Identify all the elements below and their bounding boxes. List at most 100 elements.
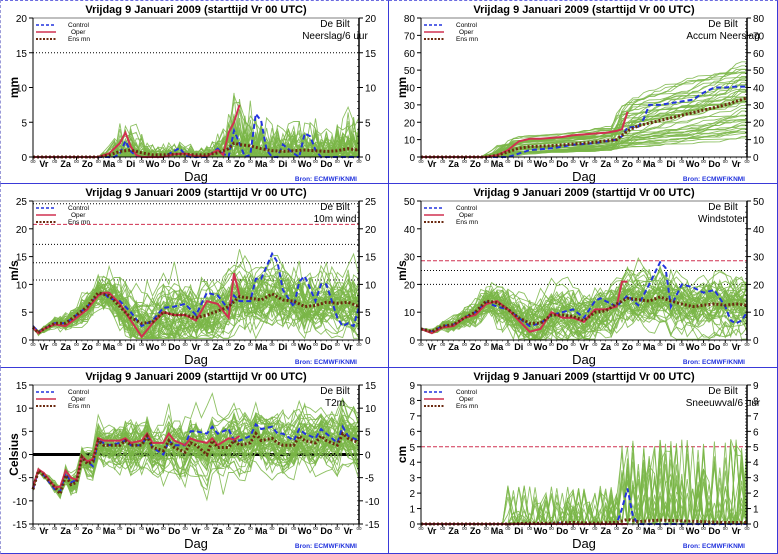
ensemble-members (32, 392, 360, 502)
x-day-label: Za (60, 526, 71, 536)
x-day-label: Zo (234, 159, 245, 169)
x-hour-marker: 00 (30, 159, 36, 164)
x-day-label: Di (666, 159, 675, 169)
x-axis-label: Dag (572, 536, 596, 551)
x-axis-label: Dag (184, 536, 208, 551)
x-day-label: Vr (344, 159, 354, 169)
x-day-label: Ma (491, 526, 504, 536)
chart-header-title: Vrijdag 9 Januari 2009 (starttijd Vr 00 … (473, 187, 695, 199)
x-hour-marker: 00 (139, 342, 145, 347)
x-day-label: Vr (39, 159, 49, 169)
x-hour-marker: 00 (183, 526, 189, 531)
x-day-label: Zo (470, 159, 481, 169)
x-hour-marker: 00 (356, 159, 362, 164)
y-tick-label: 30 (404, 101, 416, 112)
x-day-label: Wo (534, 159, 548, 169)
x-day-label: Di (126, 159, 135, 169)
y-tick-label: 20 (404, 118, 416, 129)
x-hour-marker: 00 (440, 342, 446, 347)
x-hour-marker: 00 (204, 159, 210, 164)
x-axis-label: Dag (184, 352, 208, 367)
x-day-label: Ma (103, 159, 116, 169)
x-day-label: Vr (191, 342, 201, 352)
chart-title: Windstoten (698, 214, 748, 225)
y-tick-label: 80 (404, 14, 416, 25)
x-hour-marker: 00 (248, 159, 254, 164)
y-tick-label-right: 50 (753, 197, 765, 208)
x-hour-marker: 00 (571, 342, 577, 347)
x-day-label: Vr (579, 342, 589, 352)
x-hour-marker: 00 (744, 342, 750, 347)
x-day-label: Vr (344, 526, 354, 536)
y-tick-label: 70 (404, 31, 416, 42)
y-tick-label-right: 15 (365, 381, 377, 392)
x-day-label: Do (320, 526, 332, 536)
x-hour-marker: 00 (270, 342, 276, 347)
y-tick-label: 10 (16, 84, 28, 95)
x-hour-marker: 00 (139, 159, 145, 164)
y-tick-label-right: 0 (365, 153, 371, 164)
x-hour-marker: 00 (418, 159, 424, 164)
ensemble-member-line (33, 101, 360, 158)
x-hour-marker: 00 (701, 526, 707, 531)
y-tick-label-right: 10 (365, 84, 377, 95)
x-hour-marker: 00 (744, 159, 750, 164)
ensemble-members (421, 439, 748, 526)
x-day-label: Zo (622, 159, 633, 169)
y-tick-label: 7 (409, 412, 415, 423)
ensemble-member-line (32, 430, 360, 495)
x-hour-marker: 00 (462, 342, 468, 347)
ensemble-member-line (32, 416, 360, 494)
legend-ensmn-label: Ens mn (68, 36, 90, 43)
chart-title: Neerslag/6 uur (302, 31, 368, 42)
y-tick-label: 10 (16, 280, 28, 291)
x-hour-marker: 00 (592, 342, 598, 347)
x-day-label: Wo (686, 159, 700, 169)
chart-svg: Vrijdag 9 Januari 2009 (starttijd Vr 00 … (7, 4, 377, 184)
panel-t2m: Vrijdag 9 Januari 2009 (starttijd Vr 00 … (0, 368, 389, 554)
y-tick-label-right: 1 (753, 505, 759, 516)
x-day-label: Ma (103, 342, 116, 352)
x-hour-marker: 00 (658, 526, 664, 531)
y-tick-label: 50 (404, 197, 416, 208)
y-tick-label: 10 (404, 136, 416, 147)
source-label: Bron: ECMWF/KNMI (295, 543, 357, 550)
x-day-label: Di (514, 526, 523, 536)
y-axis-label: cm (395, 446, 409, 463)
y-tick-label-right: 25 (365, 197, 377, 208)
y-tick-label: 15 (16, 49, 28, 60)
ensmn-line (31, 291, 360, 335)
x-hour-marker: 00 (74, 159, 80, 164)
x-day-label: Ma (255, 159, 268, 169)
y-tick-label-right: -5 (365, 474, 374, 485)
source-label: Bron: ECMWF/KNMI (683, 543, 745, 550)
legend-ensmn-label: Ens mn (456, 36, 478, 43)
ensemble-member-line (32, 401, 360, 493)
x-hour-marker: 00 (139, 526, 145, 531)
x-hour-marker: 00 (270, 159, 276, 164)
x-day-label: Ma (643, 526, 656, 536)
x-day-label: Za (60, 159, 71, 169)
x-day-label: Vr (191, 526, 201, 536)
x-hour-marker: 00 (527, 342, 533, 347)
ensemble-member-line (32, 418, 360, 497)
x-day-label: Zo (82, 342, 93, 352)
x-day-label: Do (556, 526, 568, 536)
x-hour-marker: 00 (440, 159, 446, 164)
y-tick-label-right: 0 (753, 336, 759, 347)
x-hour-marker: 00 (204, 342, 210, 347)
x-day-label: Do (320, 342, 332, 352)
x-hour-marker: 00 (183, 342, 189, 347)
y-tick-label: -15 (13, 520, 28, 531)
y-tick-label: 0 (21, 153, 27, 164)
y-tick-label: 0 (409, 336, 415, 347)
y-tick-label-right: 30 (753, 101, 765, 112)
x-hour-marker: 00 (418, 342, 424, 347)
x-day-label: Wo (146, 342, 160, 352)
ensemble-member-line (32, 419, 360, 492)
chart-svg: Vrijdag 9 Januari 2009 (starttijd Vr 00 … (7, 371, 380, 551)
y-tick-label-right: -10 (365, 497, 380, 508)
oper-line (32, 273, 241, 339)
y-tick-label-right: 8 (753, 396, 759, 407)
x-day-label: Za (448, 159, 459, 169)
